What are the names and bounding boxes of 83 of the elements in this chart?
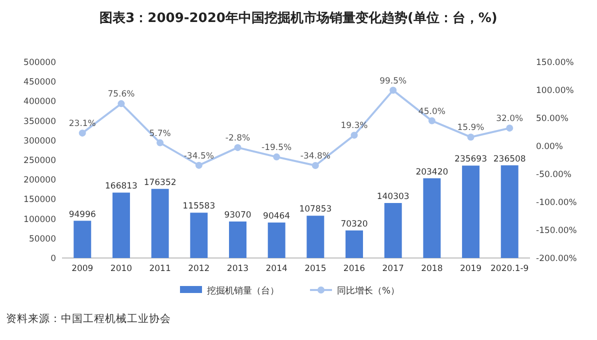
legend-label: 同比增长（%） bbox=[337, 286, 400, 296]
data-label: -2.8% bbox=[225, 134, 250, 144]
y2-tick-label: 0.00% bbox=[536, 142, 564, 152]
point bbox=[467, 134, 474, 141]
data-label: 70320 bbox=[340, 219, 368, 230]
y-tick-label: 450000 bbox=[24, 78, 56, 88]
y2-tick-label: 100.00% bbox=[536, 86, 574, 96]
bar bbox=[112, 192, 130, 258]
x-tick-label: 2013 bbox=[226, 264, 249, 274]
point bbox=[273, 153, 280, 160]
x-tick-label: 2012 bbox=[188, 264, 210, 274]
y-tick-label: 350000 bbox=[24, 116, 56, 127]
bar bbox=[462, 166, 480, 258]
y-tick-label: 300000 bbox=[24, 136, 56, 146]
x-tick-label: 2019 bbox=[460, 264, 482, 274]
legend-label: 挖掘机销量（台） bbox=[207, 286, 279, 296]
x-tick-label: 2015 bbox=[304, 264, 326, 274]
data-label: 236508 bbox=[493, 154, 526, 164]
point bbox=[78, 130, 86, 137]
x-tick-label: 2017 bbox=[382, 264, 404, 274]
point bbox=[234, 144, 242, 152]
point bbox=[428, 117, 436, 124]
bar bbox=[151, 188, 169, 258]
y-tick-label: 150000 bbox=[24, 195, 56, 206]
y-tick-label: 0 bbox=[50, 254, 56, 264]
bar bbox=[384, 203, 402, 258]
data-label: 45.0% bbox=[418, 106, 446, 117]
bar bbox=[268, 222, 286, 258]
point bbox=[312, 162, 319, 169]
data-label: 75.6% bbox=[108, 90, 135, 100]
y-tick-label: 400000 bbox=[24, 97, 56, 108]
x-tick-label: 2018 bbox=[421, 264, 443, 274]
data-label: 176352 bbox=[144, 178, 176, 188]
data-label: 15.9% bbox=[457, 123, 484, 134]
data-label: 93070 bbox=[224, 210, 252, 221]
data-label: -19.5% bbox=[262, 142, 292, 153]
x-tick-label: 2010 bbox=[110, 264, 132, 274]
bar bbox=[229, 222, 246, 258]
data-label: 94996 bbox=[68, 210, 96, 220]
x-tick-label: 2011 bbox=[149, 264, 171, 274]
x-tick-label: 2016 bbox=[343, 264, 366, 274]
x-tick-label: 2020.1-9 bbox=[490, 264, 529, 274]
data-label: 203420 bbox=[416, 167, 448, 178]
y-tick-label: 200000 bbox=[24, 176, 56, 186]
y-tick-label: 500000 bbox=[24, 58, 56, 68]
bar bbox=[500, 165, 518, 258]
bar bbox=[190, 212, 208, 258]
point bbox=[390, 86, 397, 94]
data-label: 235693 bbox=[454, 154, 487, 165]
bar bbox=[306, 216, 324, 258]
point bbox=[118, 100, 125, 108]
bar bbox=[423, 178, 441, 258]
x-tick-label: 2014 bbox=[266, 264, 288, 274]
y-tick-label: 100000 bbox=[24, 214, 56, 225]
data-label: -34.5% bbox=[184, 151, 214, 162]
y2-tick-label: -100.00% bbox=[536, 198, 577, 208]
point bbox=[156, 139, 164, 146]
chart-title: 图表3：2009-2020年中国挖掘机市场销量变化趋势(单位：台，%) bbox=[100, 10, 498, 26]
data-label: -34.8% bbox=[300, 151, 330, 162]
y-tick-label: 50000 bbox=[28, 234, 56, 244]
point bbox=[506, 124, 514, 132]
point bbox=[195, 162, 202, 169]
y2-tick-label: 150.00% bbox=[536, 58, 574, 68]
y2-tick-label: -200.00% bbox=[536, 254, 577, 264]
data-label: 107853 bbox=[299, 204, 332, 215]
y2-tick-label: -150.00% bbox=[536, 226, 577, 236]
bar bbox=[346, 230, 363, 258]
y-tick-label: 250000 bbox=[24, 156, 56, 166]
point bbox=[350, 132, 358, 139]
data-label: 5.7% bbox=[149, 128, 171, 139]
data-label: 166813 bbox=[105, 182, 138, 192]
data-label: 23.1% bbox=[68, 119, 96, 130]
data-label: 115583 bbox=[182, 202, 216, 212]
data-label: 19.3% bbox=[340, 121, 368, 132]
data-label: 99.5% bbox=[380, 76, 407, 86]
data-label: 90464 bbox=[263, 212, 290, 222]
data-label: 140303 bbox=[376, 192, 410, 202]
x-tick-label: 2009 bbox=[72, 264, 94, 274]
y2-tick-label: -50.00% bbox=[536, 170, 572, 180]
data-label: 32.0% bbox=[496, 114, 524, 124]
y2-tick-label: 50.00% bbox=[536, 114, 568, 124]
bar bbox=[74, 220, 92, 258]
text: 资料来源：中国工程机械工业协会 bbox=[6, 312, 171, 325]
